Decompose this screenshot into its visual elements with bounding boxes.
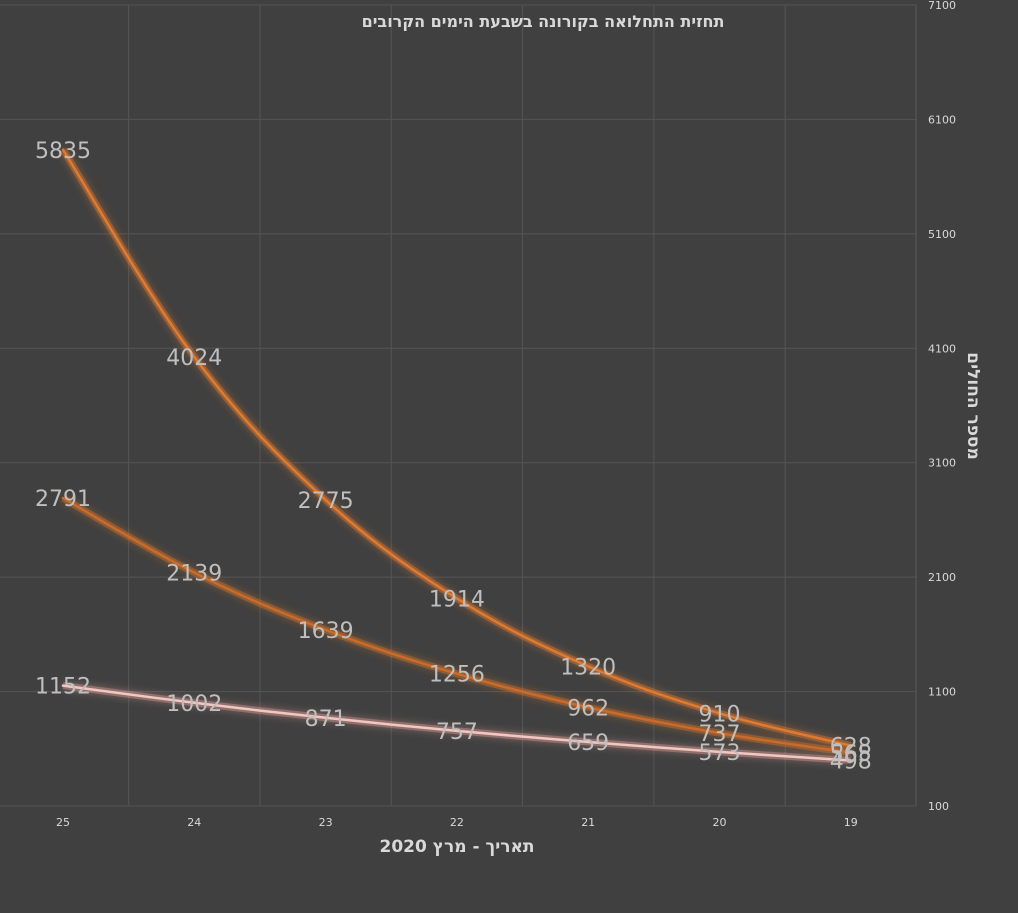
y-tick-label: 4100 [928,342,956,355]
data-label: 910 [699,702,741,727]
data-label: 1256 [429,663,485,688]
y-tick-label: 2100 [928,571,956,584]
x-tick-label: 25 [56,816,70,829]
x-tick-label: 22 [450,816,464,829]
x-tick-label: 23 [319,816,333,829]
series-lines [60,147,853,764]
series-line [61,684,853,762]
data-label: 757 [436,720,478,745]
data-label: 565 [830,742,872,767]
series-glow [60,147,852,749]
x-tick-label: 24 [187,816,201,829]
y-tick-label: 3100 [928,457,956,470]
y-tick-label: 6100 [928,113,956,126]
data-label: 962 [567,696,609,721]
data-label: 1320 [560,655,616,680]
data-label: 4024 [166,346,222,371]
data-label: 1002 [166,692,222,717]
data-label: 5835 [35,139,91,164]
chart-title: תחזית התחלואה בקורונה בשבעת הימים הקרובי… [362,12,725,31]
x-tick-label: 19 [844,816,858,829]
data-label: 628 [830,735,872,760]
y-tick-label: 7100 [928,0,956,12]
series-line [61,496,853,755]
x-tick-label: 20 [713,816,727,829]
data-label: 1914 [429,587,485,612]
data-label: 2775 [298,489,354,514]
data-label: 498 [830,749,872,774]
data-label: 737 [699,722,741,747]
data-label: 1152 [35,675,91,700]
gridlines [0,4,917,807]
data-label: 573 [699,741,741,766]
data-labels: 5835 4024 2775 1914 1320 910 628 2791 2139 1639 12… [35,139,872,775]
y-tick-label: 100 [928,800,949,813]
data-label: 1639 [298,619,354,644]
y-tick-label: 5100 [928,228,956,241]
x-tick-label: 21 [581,816,595,829]
x-axis-title: תאריך - מרץ 2020 [380,837,535,857]
y-tick-label: 1100 [928,686,956,699]
axes: 100 1100 2100 3100 4100 5100 6100 7100 25 24 23 22 2… [56,0,956,829]
data-label: 659 [567,731,609,756]
y-axis-title: מספר החולים [963,352,983,460]
series-line [61,148,853,747]
data-label: 2791 [35,487,91,512]
data-label: 2139 [166,562,222,587]
data-label: 871 [305,707,347,732]
